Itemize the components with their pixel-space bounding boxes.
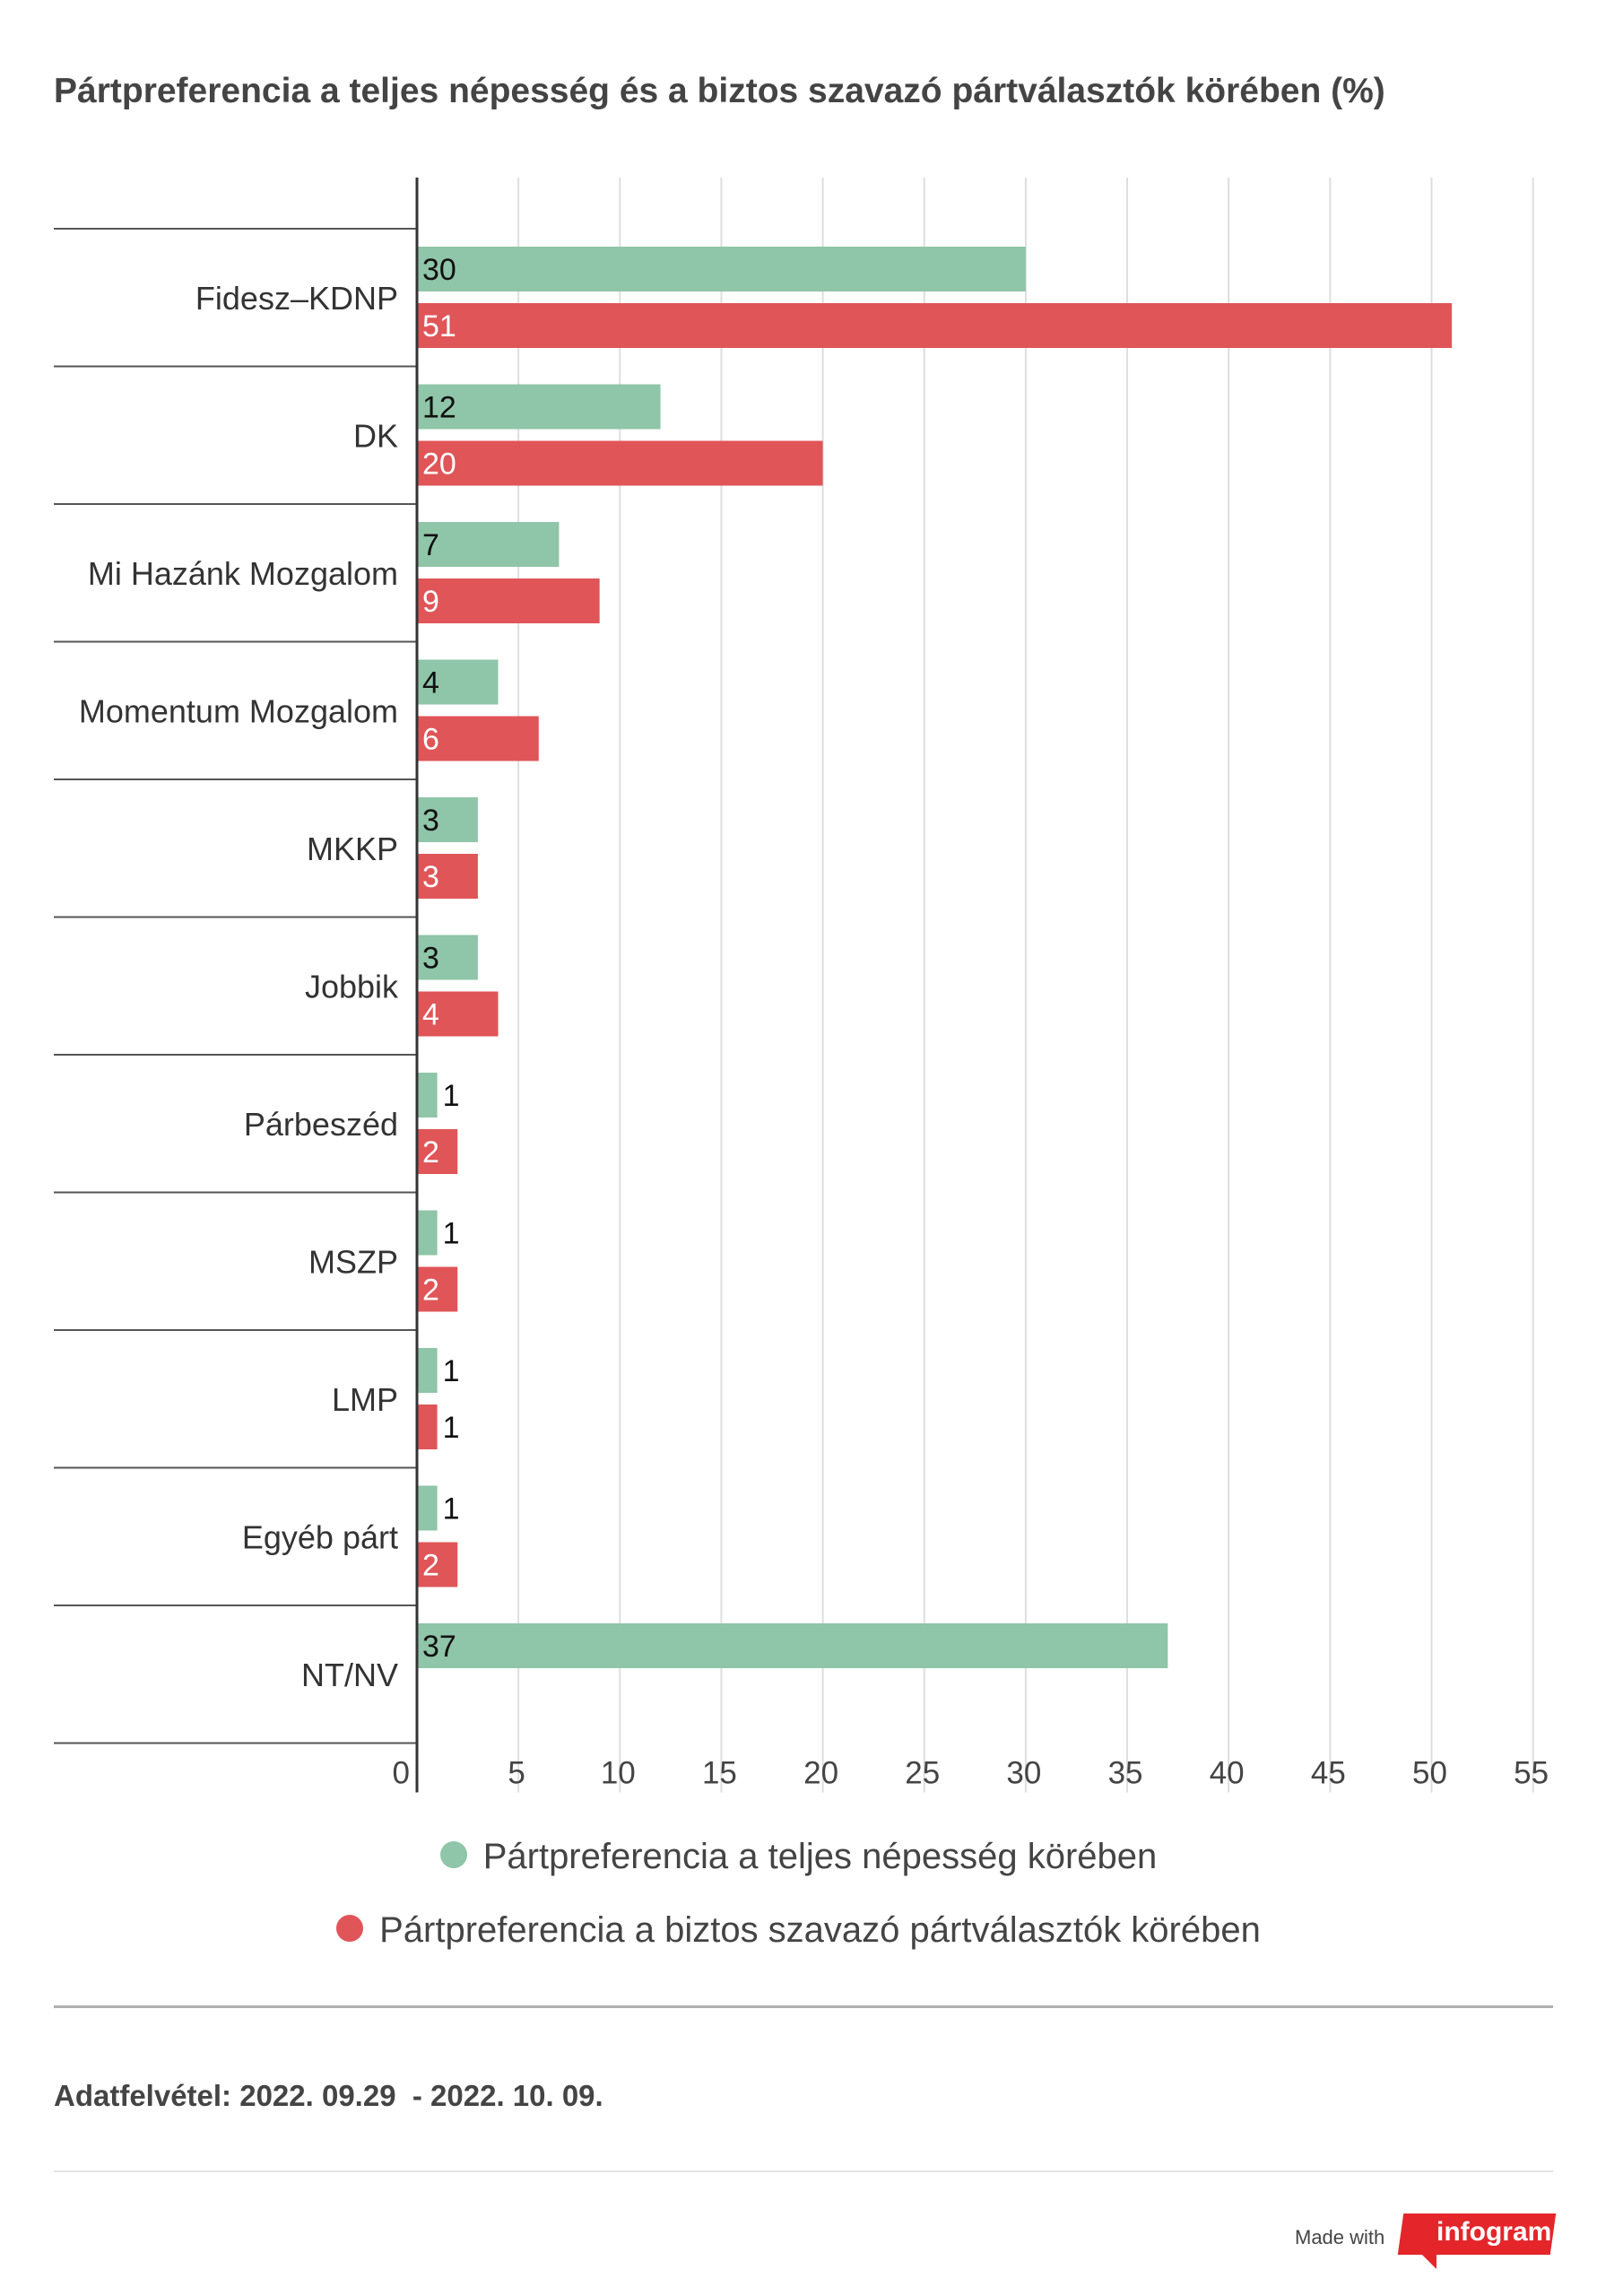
footnote: Adatfelvétel: 2022. 09.29 - 2022. 10. 09… [54,2079,603,2112]
data-label-1: 7 [422,528,439,562]
data-label-1: 3 [422,804,439,838]
category-label: Egyéb párt [242,1518,398,1555]
data-label-1: 1 [443,1492,460,1526]
data-label-2: 2 [422,1549,439,1583]
bar-1 [417,1073,438,1118]
category-label: Fidesz–KDNP [195,280,398,317]
data-label-1: 1 [443,1079,460,1113]
x-tick-label: 15 [702,1756,737,1791]
chart-title: Pártpreferencia a teljes népesség és a b… [54,72,1385,110]
data-label-1: 1 [443,1217,460,1251]
data-label-1: 12 [422,391,456,425]
category-label: LMP [332,1381,398,1418]
bar-2 [417,440,823,486]
data-label-1: 4 [422,666,439,700]
category-label: DK [353,417,398,454]
x-tick-label: 25 [905,1756,940,1791]
bar-1 [417,797,478,842]
data-label-2: 51 [422,309,456,344]
bar-chart: 0 5 10 15 20 25 30 35 40 45 50 55 Fidesz–KDNP DK Mi Ha… [54,178,1549,1793]
category-label: MKKP [307,831,398,867]
made-with-label: Made with [1295,2226,1385,2248]
bar-1 [417,1485,438,1531]
bar-2 [417,303,1453,348]
legend-label-1: Pártpreferencia a teljes népesség körébe… [482,1837,1158,1876]
x-tick-label: 10 [601,1756,636,1791]
bar-1 [417,247,1026,291]
bar-2 [417,854,478,899]
bar-2 [417,1542,458,1587]
data-label-1: 1 [443,1354,460,1388]
category-label: NT/NV [301,1657,398,1693]
x-tick-label: 40 [1210,1756,1245,1791]
bar-1 [417,659,499,705]
bar-2 [417,1129,458,1174]
divider-bottom [54,2170,1553,2172]
data-label-2: 6 [422,723,439,757]
data-label-1: 37 [422,1630,456,1664]
bar-2 [417,578,600,623]
bar-1 [417,384,661,430]
legend-item-1[interactable]: Pártpreferencia a teljes népesség körébe… [0,1837,1597,1877]
x-tick-label: 55 [1514,1756,1549,1791]
infogram-logo-text: infogram [1436,2217,1552,2247]
category-label: Momentum Mozgalom [79,692,398,729]
category-label: Mi Hazánk Mozgalom [88,555,398,592]
category-label: Párbeszéd [244,1106,398,1143]
data-label-2: 4 [422,998,439,1032]
legend-item-2[interactable]: Pártpreferencia a biztos szavazó pártvál… [0,1910,1597,1951]
x-tick-label: 20 [803,1756,838,1791]
x-tick-label: 0 [393,1756,410,1791]
data-label-2: 20 [422,448,456,482]
bar-1 [417,522,560,567]
bar-2 [417,991,499,1037]
category-label: MSZP [308,1243,398,1280]
x-tick-label: 5 [508,1756,525,1791]
legend-label-2: Pártpreferencia a biztos szavazó pártvál… [379,1910,1261,1950]
bar-2 [417,1266,458,1312]
category-label: Jobbik [305,968,399,1004]
data-label-1: 3 [422,942,439,976]
data-label-2: 1 [443,1411,460,1445]
x-tick-label: 30 [1006,1756,1041,1791]
data-label-2: 3 [422,860,439,894]
data-label-2: 2 [422,1135,439,1170]
x-tick-label: 45 [1311,1756,1346,1791]
bar-2 [417,716,539,761]
x-tick-label: 50 [1412,1756,1447,1791]
bar-1 [417,935,478,980]
bar-1 [417,1623,1168,1668]
infogram-logo-tail [1420,2253,1436,2269]
legend-swatch-2 [336,1915,364,1943]
data-label-1: 30 [422,253,456,287]
bar-2 [417,1405,438,1449]
divider-top [54,2005,1553,2008]
bar-1 [417,1210,438,1256]
data-label-2: 2 [422,1274,439,1308]
bar-1 [417,1348,438,1393]
legend-swatch-1 [439,1841,467,1869]
x-tick-label: 35 [1108,1756,1143,1791]
data-label-2: 9 [422,585,439,619]
